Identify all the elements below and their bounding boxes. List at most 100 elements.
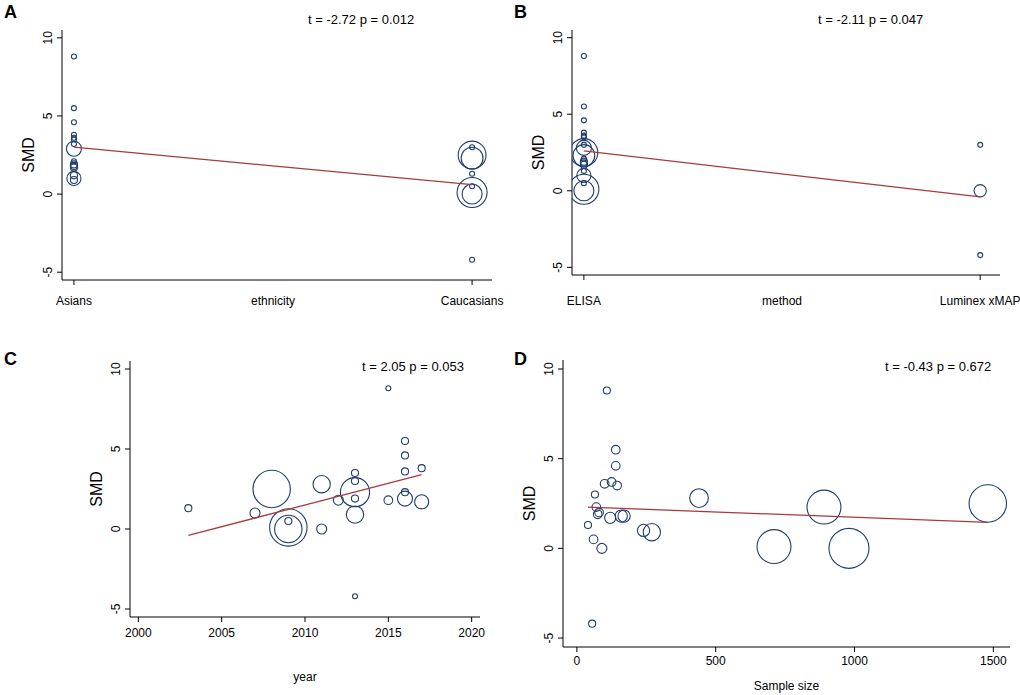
x-axis (572, 275, 1000, 276)
bubble (643, 524, 660, 541)
x-tick (305, 617, 306, 622)
bubble (757, 530, 791, 564)
y-tick (558, 458, 563, 459)
y-tick-label: 10 (109, 362, 123, 376)
y-tick (57, 194, 62, 195)
x-tick-label: Caucasians (441, 294, 504, 308)
panel: Bt = -2.11 p = 0.047-50510SMDELISALumine… (514, 2, 1020, 308)
bubble (605, 512, 616, 523)
panel-letter: A (4, 2, 17, 22)
annotation: t = -0.43 p = 0.672 (885, 359, 991, 374)
x-tick (583, 275, 584, 280)
bubble (346, 506, 363, 523)
bubble (580, 161, 587, 168)
panel-letter: C (4, 349, 17, 369)
y-tick (558, 638, 563, 639)
y-tick-label: 5 (41, 112, 55, 119)
bubble (457, 178, 487, 208)
bubble (351, 469, 358, 476)
bubble (807, 490, 841, 524)
x-tick-label: 2015 (375, 626, 402, 640)
y-tick-label: 10 (542, 362, 556, 376)
bubble (611, 445, 620, 454)
bubble (351, 477, 358, 484)
x-axis-title: year (293, 670, 316, 684)
y-tick (125, 449, 130, 450)
y-tick-label: -5 (41, 267, 55, 278)
bubble (581, 54, 586, 59)
y-axis (572, 30, 573, 275)
x-axis-title: Sample size (754, 679, 820, 693)
x-tick (993, 647, 994, 652)
bubble (401, 437, 408, 444)
y-tick (125, 609, 130, 610)
x-tick-label: 1000 (841, 654, 868, 668)
bubble (829, 528, 869, 568)
bubble (66, 141, 81, 156)
y-axis (130, 361, 131, 617)
bubble (613, 481, 622, 490)
y-tick (567, 37, 572, 38)
x-tick (980, 275, 981, 280)
bubble (611, 462, 620, 471)
x-axis-title: method (762, 294, 802, 308)
bubble (581, 118, 586, 123)
y-tick-label: 0 (542, 545, 556, 552)
bubble (270, 509, 307, 546)
y-axis-title: SMD (88, 471, 105, 507)
x-tick (471, 617, 472, 622)
bubble (253, 470, 290, 507)
x-tick-label: 2005 (208, 626, 235, 640)
panel: Ct = 2.05 p = 0.053-50510SMD200020052010… (4, 349, 485, 684)
x-tick (138, 617, 139, 622)
x-tick-label: 2020 (458, 626, 485, 640)
x-tick-label: Asians (56, 294, 92, 308)
bubble (581, 104, 586, 109)
bubble (313, 476, 330, 493)
bubble (71, 142, 76, 147)
bubble (572, 174, 599, 204)
y-tick (558, 548, 563, 549)
y-tick (558, 368, 563, 369)
bubble (589, 535, 598, 544)
y-tick-label: 5 (551, 111, 565, 118)
bubble (70, 176, 77, 183)
bubble (597, 543, 607, 553)
annotation: t = -2.72 p = 0.012 (308, 12, 414, 27)
bubble (470, 257, 475, 262)
x-tick (221, 617, 222, 622)
y-tick (125, 529, 130, 530)
x-tick (854, 647, 855, 652)
panel: At = -2.72 p = 0.012-50510SMDAsiansCauca… (4, 2, 503, 308)
marks (572, 54, 986, 258)
bubble (574, 181, 594, 201)
bubble (384, 496, 393, 505)
x-tick-label: 0 (574, 654, 581, 668)
fit-line (188, 475, 421, 536)
marks (584, 387, 1006, 627)
bubble (470, 171, 475, 176)
bubble (398, 491, 413, 506)
bubble (401, 452, 408, 459)
x-tick-label: Luminex xMAP (940, 294, 1020, 308)
bubble (386, 386, 391, 391)
bubble (462, 184, 482, 204)
bubble (589, 620, 596, 627)
bubble (70, 164, 77, 171)
bubble (185, 505, 192, 512)
bubble (603, 387, 610, 394)
bubble (978, 142, 983, 147)
fit-line (74, 147, 472, 185)
x-tick-label: 2000 (125, 626, 152, 640)
x-tick-label: ELISA (567, 294, 601, 308)
y-tick-label: -5 (551, 262, 565, 273)
bubble (401, 468, 408, 475)
bubble (978, 253, 983, 258)
bubble (591, 491, 598, 498)
y-tick-label: 10 (41, 31, 55, 45)
bubble (458, 141, 486, 169)
bubble (595, 508, 604, 517)
bubble (584, 521, 591, 528)
bubble (317, 524, 327, 534)
y-axis-title: SMD (521, 486, 538, 522)
